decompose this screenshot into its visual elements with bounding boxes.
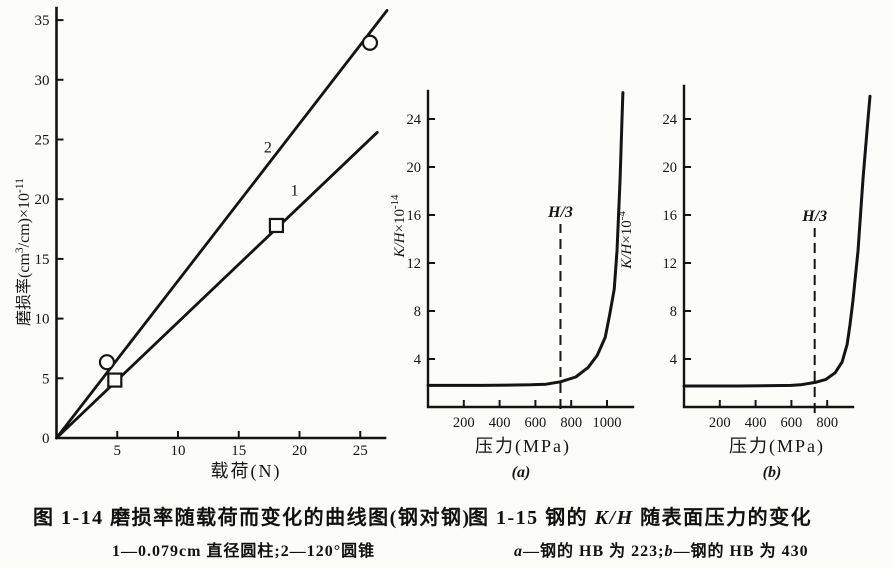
caption-15-text-1: 图 1-15 钢的 — [468, 507, 595, 529]
y-tick-label: 20 — [407, 160, 422, 176]
figure-1-14-caption-title: 图 1-14 磨损率随载荷而变化的曲线图(钢对钢) — [33, 507, 471, 529]
x-axis-label: 压力(MPa) — [475, 436, 571, 457]
x-tick-label: 200 — [453, 415, 475, 431]
y-tick-label: 5 — [42, 371, 50, 387]
caption-15-sub-text-1: —钢的 HB 为 223; — [523, 543, 665, 560]
x-tick-label: 25 — [353, 443, 368, 459]
y-tick-label: 16 — [407, 208, 422, 224]
y-tick-label: 10 — [35, 312, 50, 328]
x-tick-label: 800 — [560, 415, 582, 431]
y-tick-label: 8 — [670, 304, 677, 320]
y-tick-label: 12 — [407, 256, 422, 272]
figure-1-14-caption-sub: 1—0.079cm 直径圆柱;2—120°圆锥 — [112, 543, 376, 560]
kh-vs-pressure-chart-a: 4 8 12 16 20 24 200 400 600 800 1000 K/H×10-14 压力(MP… — [389, 89, 635, 481]
h3-threshold-label: H/3 — [801, 208, 827, 225]
series-number-label: 2 — [264, 140, 272, 157]
y-tick-label: 4 — [670, 352, 678, 368]
y-axis-label: 磨损率(cm3/cm)×10-11 — [14, 178, 33, 326]
square-marker — [268, 217, 285, 234]
y-tick-label: 24 — [407, 112, 422, 128]
wear-rate-vs-load-chart: 0 5 10 15 20 25 30 35 5 10 15 20 25 磨损率(cm3/cm)×10-11… — [14, 6, 389, 482]
kh-curve — [682, 94, 872, 388]
x-axis-label: 载荷(N) — [211, 461, 282, 482]
axes — [426, 89, 635, 409]
y-tick-label: 8 — [414, 304, 421, 320]
circle-marker — [98, 354, 116, 371]
y-tick-label: 16 — [663, 208, 678, 224]
figure-1-15-caption-sub: a—钢的 HB 为 223;b—钢的 HB 为 430 — [514, 537, 809, 561]
caption-15-sub-b: b — [664, 543, 674, 560]
y-tick-label: 20 — [35, 192, 50, 208]
x-tick-label: 20 — [292, 443, 307, 459]
x-tick-label: 400 — [489, 415, 511, 431]
y-tick-label: 4 — [414, 352, 422, 368]
x-tick-label: 400 — [745, 415, 767, 431]
y-tick-label: 24 — [663, 112, 678, 128]
caption-15-text-2: 随表面压力的变化 — [633, 507, 813, 529]
series-number-label: 1 — [291, 183, 299, 200]
caption-15-kh-symbol: K/H — [594, 507, 634, 529]
panel-letter-label: (b) — [763, 464, 782, 481]
x-axis-label: 压力(MPa) — [729, 436, 825, 457]
x-tick-label: 600 — [525, 415, 547, 431]
circle-marker — [361, 34, 379, 51]
x-tick-label: 5 — [114, 443, 122, 459]
series-line-1 — [55, 130, 379, 440]
y-tick-label: 0 — [42, 431, 50, 447]
kh-curve — [426, 91, 625, 387]
caption-15-sub-a: a — [514, 543, 523, 560]
square-marker — [107, 372, 123, 388]
panel-letter-label: (a) — [512, 464, 531, 481]
x-tick-label: 10 — [171, 443, 186, 459]
x-tick-label: 800 — [816, 415, 838, 431]
x-tick-label: 200 — [709, 415, 731, 431]
series-line-2 — [55, 9, 389, 440]
kh-vs-pressure-chart-b: 4 8 12 16 20 24 200 400 600 800 K/H×10-4 压力(MPa) (b)… — [616, 84, 872, 481]
h3-threshold-label: H/3 — [547, 204, 573, 221]
axes — [682, 84, 855, 409]
y-tick-label: 30 — [35, 73, 50, 89]
y-tick-label: 12 — [663, 256, 678, 272]
x-tick-label: 15 — [231, 443, 246, 459]
y-tick-label: 15 — [35, 252, 50, 268]
y-tick-label: 35 — [35, 13, 50, 29]
caption-15-sub-text-2: —钢的 HB 为 430 — [673, 543, 809, 560]
x-tick-label: 1000 — [593, 415, 622, 431]
y-tick-label: 25 — [35, 133, 50, 149]
y-axis-label: K/H×10-14 — [389, 194, 408, 258]
x-tick-label: 600 — [781, 415, 803, 431]
figure-1-15-caption-title: 图 1-15 钢的 K/H 随表面压力的变化 — [468, 501, 812, 530]
y-tick-label: 20 — [663, 160, 678, 176]
y-axis-label: K/H×10-4 — [616, 211, 635, 270]
